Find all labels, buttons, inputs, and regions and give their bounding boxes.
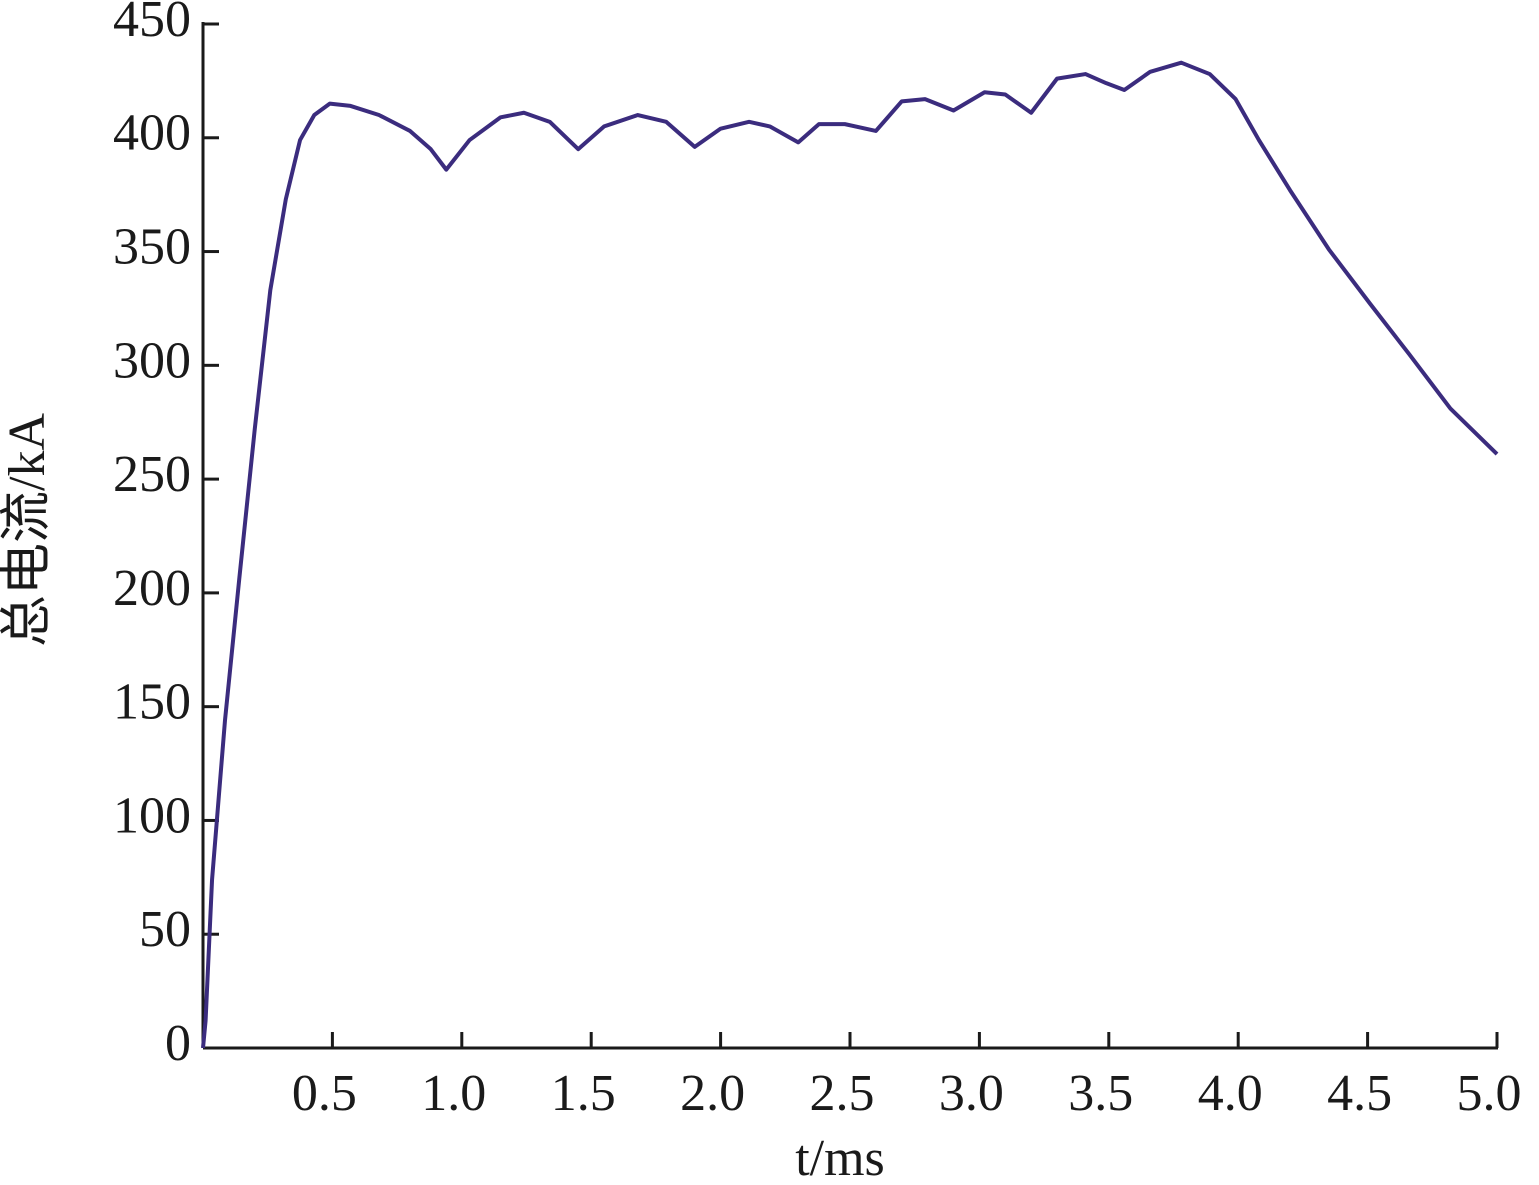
y-tick-label: 50 [139, 901, 191, 958]
y-tick-label: 350 [113, 218, 191, 275]
x-tick-label: 2.0 [680, 1065, 745, 1122]
line [201, 60, 1499, 1049]
y-tick-label: 250 [113, 446, 191, 503]
x-tick-label: 4.5 [1327, 1065, 1392, 1122]
x-tick-label: 4.0 [1198, 1065, 1263, 1122]
y-tick-label: 0 [165, 1015, 191, 1072]
y-tick-label: 300 [113, 332, 191, 389]
x-tick-label: 0.5 [292, 1065, 357, 1122]
x-tick-label: 2.5 [810, 1065, 875, 1122]
y-axis-label: 总电流/kA [0, 413, 56, 647]
y-tick-label: 150 [113, 674, 191, 731]
x-tick-label: 1.5 [551, 1065, 616, 1122]
y-tick-label: 400 [113, 105, 191, 162]
x-axis-label: t/ms [795, 1130, 885, 1185]
x-tick-label: 3.0 [939, 1065, 1004, 1122]
y-tick-label: 450 [113, 0, 191, 48]
y-tick-label: 200 [113, 560, 191, 617]
x-tick-label: 3.5 [1068, 1065, 1133, 1122]
x-tick-label: 1.0 [421, 1065, 486, 1122]
y-tick-label: 100 [113, 787, 191, 844]
x-tick-label: 5.0 [1457, 1065, 1522, 1122]
